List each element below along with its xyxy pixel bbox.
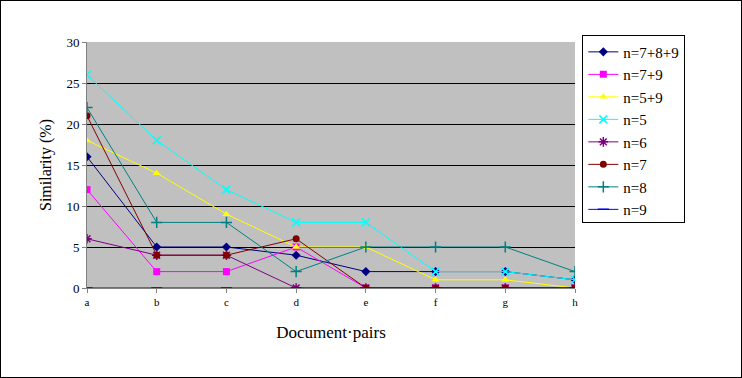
svg-text:g: g xyxy=(503,296,509,308)
svg-text:0: 0 xyxy=(73,281,80,296)
svg-text:n=5: n=5 xyxy=(623,112,646,128)
svg-text:20: 20 xyxy=(66,117,79,132)
svg-text:30: 30 xyxy=(66,35,79,50)
svg-text:Document·pairs: Document·pairs xyxy=(276,323,386,342)
svg-text:15: 15 xyxy=(66,158,79,173)
svg-text:5: 5 xyxy=(73,240,80,255)
svg-text:b: b xyxy=(154,296,160,308)
svg-text:n=8: n=8 xyxy=(623,180,646,196)
svg-text:a: a xyxy=(85,296,90,308)
svg-text:d: d xyxy=(293,296,299,308)
svg-text:25: 25 xyxy=(66,76,79,91)
svg-text:n=7+8+9: n=7+8+9 xyxy=(623,45,678,61)
svg-text:10: 10 xyxy=(66,199,79,214)
svg-text:n=9: n=9 xyxy=(623,202,646,218)
svg-text:n=7+9: n=7+9 xyxy=(623,67,662,83)
svg-text:Similarity (%): Similarity (%) xyxy=(37,119,55,211)
svg-text:c: c xyxy=(224,296,229,308)
svg-text:n=6: n=6 xyxy=(623,135,647,151)
svg-text:h: h xyxy=(572,296,578,308)
svg-text:n=7: n=7 xyxy=(623,157,647,173)
svg-text:f: f xyxy=(434,296,438,308)
svg-text:e: e xyxy=(363,296,368,308)
svg-text:n=5+9: n=5+9 xyxy=(623,90,662,106)
